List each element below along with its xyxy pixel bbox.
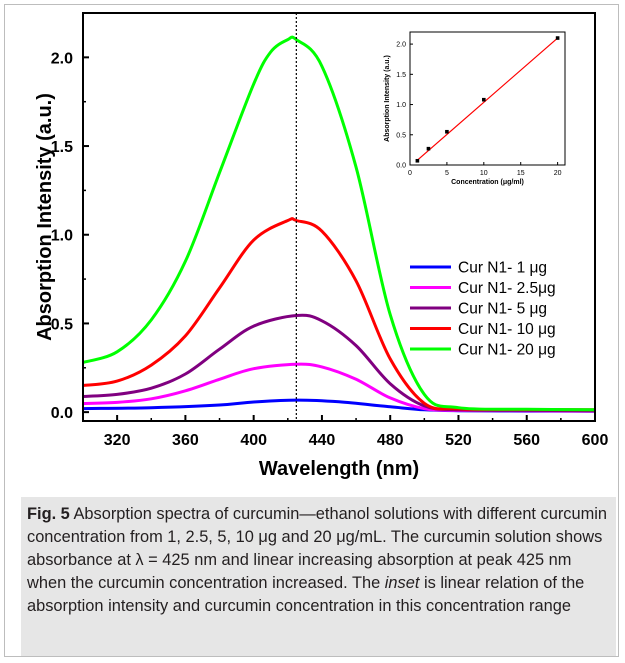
x-tick-label: 520 — [445, 432, 472, 449]
inset-x-axis-label: Concentration (μg/ml) — [451, 179, 524, 186]
inset-x-tick-label: 20 — [554, 170, 562, 177]
y-tick-label: 1.5 — [51, 139, 73, 156]
inset-data-point-5 — [555, 36, 560, 40]
x-tick-label: 600 — [582, 432, 609, 449]
legend-label-2: Cur N1- 2.5μg — [458, 280, 556, 297]
inset-y-tick-label: 1.5 — [396, 72, 406, 79]
spectra-chart: 320 360 400 440 480 520 560 6000.00.51.01.52.0W… — [34, 12, 609, 480]
inset-data-point-4 — [482, 97, 486, 102]
figure-frame: 320 360 400 440 480 520 560 600 0.0 0.5 1.0 1.5 2.0 W… — [4, 4, 619, 657]
y-tick-label: 2.0 — [51, 50, 73, 67]
inset-y-tick-label: 1.0 — [396, 102, 406, 109]
inset-y-tick-label: 2.0 — [396, 42, 406, 49]
x-tick-label: 560 — [513, 432, 540, 449]
main-axes-frame — [82, 12, 596, 422]
inset-fit-line — [416, 37, 559, 161]
figure-label: Fig. 5 — [27, 505, 70, 523]
y-tick-label: 0.0 — [51, 405, 73, 422]
series-line-2 — [82, 362, 596, 413]
inset-x-tick-label: 5 — [445, 170, 449, 177]
caption-text-2: is linear relation of the absorption int… — [27, 574, 585, 615]
legend: Cur N1- 1 μg Cur N1- 2.5μg Cur N1- 5 μg Cur… — [410, 260, 556, 359]
inset-y-axis-label: Absorption Intensity (a.u.) — [384, 55, 391, 142]
legend-label-3: Cur N1- 5 μg — [458, 301, 547, 318]
caption-text-1: Absorption spectra of curcumin—ethanol s… — [27, 505, 608, 592]
main-plot-area: 320 360 400 440 480 520 560 6000.00.51.01.52.0W… — [34, 12, 609, 480]
legend-label-1: Cur N1- 1 μg — [458, 260, 547, 277]
x-tick-label: 480 — [377, 432, 404, 449]
inset-background — [370, 25, 590, 197]
x-tick-label: 440 — [309, 432, 336, 449]
x-tick-label: 360 — [172, 432, 199, 449]
x-axis-label: Wavelength (nm) — [259, 458, 419, 480]
y-tick-label: 1.0 — [51, 228, 73, 245]
y-axis-label: Absorption Intensity (a.u.) — [34, 93, 56, 341]
y-tick-label: 0.5 — [51, 316, 73, 333]
inset-data-point-1 — [415, 158, 420, 163]
x-tick-label: 320 — [104, 432, 131, 449]
inset-data-point-2 — [426, 146, 431, 151]
series-line-5 — [82, 35, 596, 412]
inset-x-tick-label: 0 — [408, 170, 412, 177]
inset-x-tick-label: 10 — [480, 170, 488, 177]
inset-y-tick-label: 0.5 — [396, 132, 406, 139]
inset-axes-frame — [409, 31, 566, 166]
inset-data-point-3 — [445, 129, 449, 134]
figure-caption: Fig. 5 Absorption spectra of curcumin—et… — [21, 497, 616, 656]
series-line-4 — [82, 217, 596, 412]
legend-label-5: Cur N1- 20 μg — [458, 342, 556, 359]
inset-chart: 0 5 10 15 20 0.0 0.5 1.0 1.5 2.0 Concentration (μg… — [370, 25, 590, 197]
inset-x-tick-label: 15 — [517, 170, 525, 177]
caption-inset-word: inset — [384, 574, 420, 592]
legend-label-4: Cur N1- 10 μg — [458, 321, 556, 338]
inset-y-tick-label: 0.0 — [396, 163, 406, 170]
x-tick-label: 400 — [240, 432, 267, 449]
